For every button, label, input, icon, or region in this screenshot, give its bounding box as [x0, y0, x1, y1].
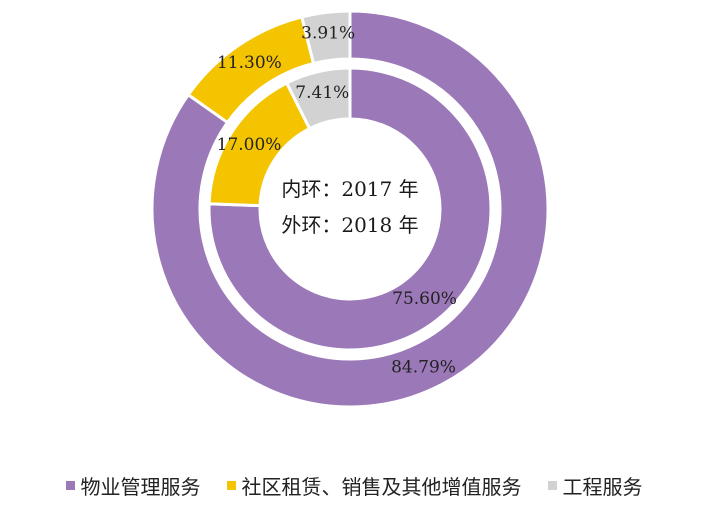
- legend-label-property-management: 物业管理服务: [80, 474, 201, 499]
- inner-slice-engineering-services: [284, 66, 352, 131]
- inner-ring: [207, 66, 493, 352]
- outer-label-engineering-services: 3.91%: [301, 23, 355, 43]
- outer-ring: [150, 9, 550, 409]
- legend-label-engineering-services: 工程服务: [562, 474, 643, 499]
- inner-label-property-management: 75.60%: [392, 289, 457, 309]
- center-label-outer: 外环：2018 年: [281, 213, 418, 237]
- outer-label-property-management: 84.79%: [391, 358, 456, 378]
- outer-slice-property-management: [150, 9, 550, 409]
- inner-label-community-services: 17.00%: [217, 135, 282, 155]
- legend: 物业管理服务 社区租赁、销售及其他增值服务 工程服务: [0, 468, 708, 502]
- slice-labels: 75.60% 17.00% 7.41% 84.79% 11.30% 3.91%: [217, 23, 457, 377]
- inner-slice-property-management: [207, 66, 493, 352]
- legend-swatch-engineering-services: [547, 480, 557, 490]
- legend-label-community-services: 社区租赁、销售及其他增值服务: [241, 474, 522, 499]
- outer-label-community-services: 11.30%: [217, 53, 282, 73]
- outer-slice-engineering-services: [300, 9, 352, 66]
- inner-label-engineering-services: 7.41%: [295, 83, 349, 103]
- legend-swatch-community-services: [226, 480, 236, 490]
- legend-item-property-management: 物业管理服务: [65, 471, 201, 500]
- legend-item-community-services: 社区租赁、销售及其他增值服务: [226, 471, 522, 500]
- legend-item-engineering-services: 工程服务: [547, 471, 643, 500]
- center-label-inner: 内环：2017 年: [281, 177, 418, 201]
- legend-swatch-property-management: [65, 480, 75, 490]
